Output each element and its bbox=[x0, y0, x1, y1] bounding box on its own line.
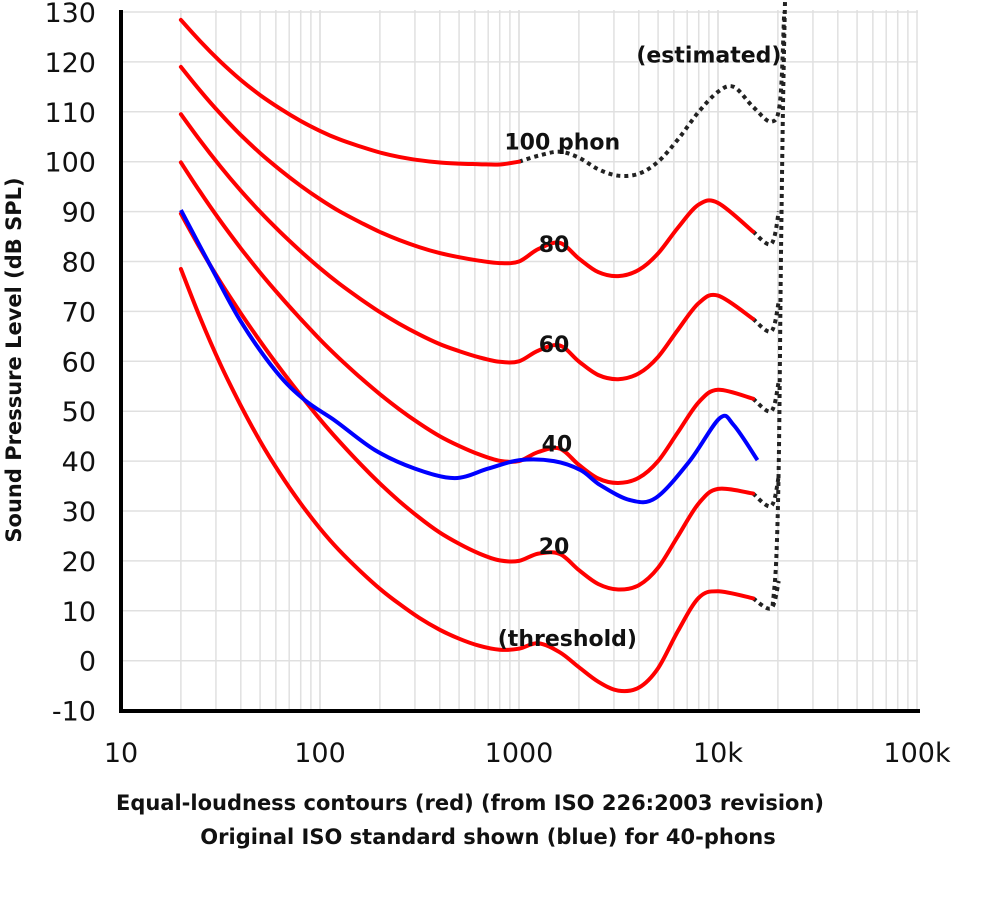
annotation-label: 40 bbox=[542, 433, 573, 458]
y-tick-label: 80 bbox=[62, 248, 96, 279]
estimated-curve bbox=[770, 1, 787, 606]
y-tick-label: 50 bbox=[62, 397, 96, 428]
y-tick-label: 130 bbox=[44, 0, 96, 29]
annotations: (estimated) 100 phon 80 60 40 20 (threshold) bbox=[498, 43, 782, 652]
y-tick-label: 30 bbox=[62, 497, 96, 528]
contour-20-phon bbox=[178, 211, 755, 592]
estimated-curve bbox=[751, 380, 781, 414]
annotation-label: (estimated) bbox=[636, 43, 781, 68]
y-tick-label: 70 bbox=[62, 297, 96, 328]
y-tick-label: 0 bbox=[79, 647, 96, 678]
y-tick-label: 110 bbox=[44, 98, 96, 129]
y-tick-label: 20 bbox=[62, 547, 96, 578]
x-tick-label: 10k bbox=[693, 738, 743, 769]
original-40-phon-curve bbox=[179, 209, 760, 505]
x-tick-label: 10 bbox=[104, 738, 138, 769]
contour-40-phon bbox=[178, 160, 755, 486]
contour-60-phon bbox=[178, 112, 755, 382]
x-tick-label: 1000 bbox=[485, 738, 554, 769]
y-tick-label: 100 bbox=[44, 148, 96, 179]
annotation-label: 60 bbox=[539, 333, 570, 358]
x-axis-label-line-1: Equal-loudness contours (red) (from ISO … bbox=[116, 791, 824, 815]
contour-100-phon bbox=[178, 17, 521, 167]
estimated-curve bbox=[751, 580, 781, 611]
estimated-curve bbox=[751, 475, 781, 509]
x-tick-label: 100k bbox=[883, 738, 951, 769]
y-tick-label: 10 bbox=[62, 597, 96, 628]
y-tick-label: 120 bbox=[44, 48, 96, 79]
y-tick-label: 90 bbox=[62, 198, 96, 229]
y-axis-label: Sound Pressure Level (dB SPL) bbox=[2, 177, 26, 542]
contour-threshold bbox=[178, 267, 755, 694]
annotation-label: 100 phon bbox=[504, 131, 620, 156]
contour-80-phon bbox=[178, 64, 755, 279]
series-layer bbox=[178, 1, 787, 694]
x-axis-label-line-2: Original ISO standard shown (blue) for 4… bbox=[200, 825, 775, 849]
y-tick-label: 60 bbox=[62, 347, 96, 378]
axes bbox=[119, 10, 920, 713]
x-tick-labels: 10 100 1000 10k 100k bbox=[104, 738, 951, 769]
annotation-label: (threshold) bbox=[498, 627, 637, 652]
x-tick-label: 100 bbox=[294, 738, 346, 769]
y-tick-label: -10 bbox=[52, 697, 96, 728]
annotation-label: 80 bbox=[539, 233, 570, 258]
grid bbox=[120, 10, 918, 712]
y-tick-labels: -10 0 10 20 30 40 50 60 70 80 90 100 110 120 130 bbox=[44, 0, 96, 728]
estimated-curve bbox=[751, 300, 781, 334]
y-tick-label: 40 bbox=[62, 447, 96, 478]
estimated-curve bbox=[518, 11, 787, 179]
annotation-label: 20 bbox=[539, 535, 570, 560]
estimated-curve bbox=[751, 211, 781, 247]
